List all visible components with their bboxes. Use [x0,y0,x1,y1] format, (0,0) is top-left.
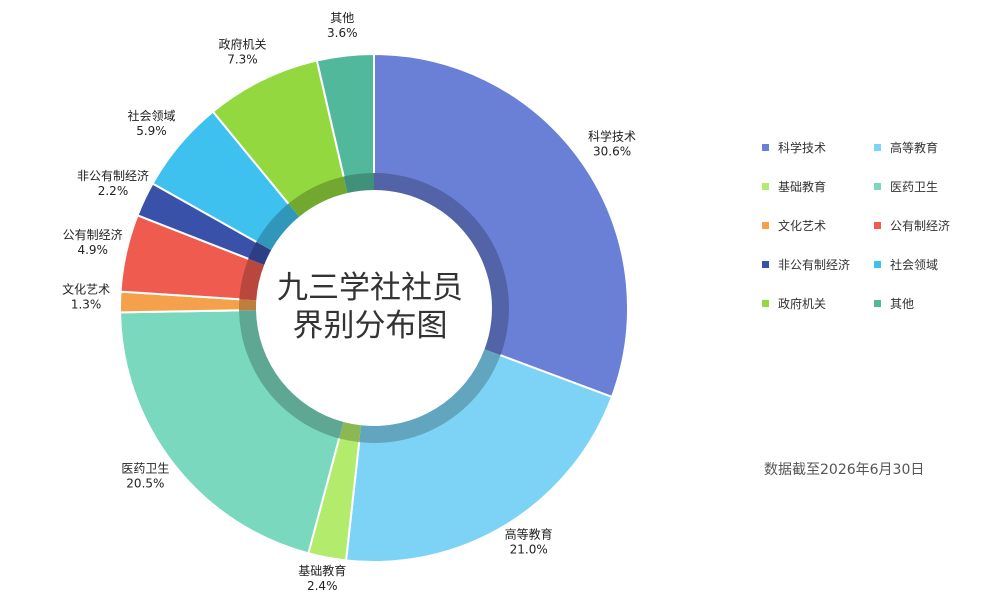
legend-swatch-7 [874,261,881,268]
chart-legend: 科学技术 高等教育基础教育 医药卫生文化艺术 公有制经济非公有制经济 社会领域政府机关 其… [762,138,986,313]
legend-swatch-2 [762,183,769,190]
slice-label-9: 其他 3.6% [327,11,358,40]
pie-slice-9 [315,52,375,195]
slice-label-2: 基础教育 2.4% [298,563,346,593]
legend-item-3[interactable]: 医药卫生 [874,177,986,196]
slice-label-4: 文化艺术 1.3% [62,281,110,311]
slice-label-value-0: 30.6% [593,144,631,158]
legend-item-0[interactable]: 科学技术 [762,138,874,157]
inner-ring-segment-9 [343,173,374,194]
slice-label-name-0: 科学技术 [588,128,636,143]
slice-label-name-9: 其他 [330,11,354,25]
slice-label-name-5: 公有制经济 [63,227,123,242]
legend-label-5: 公有制经济 [890,219,951,233]
pie-slice-0 [373,52,629,399]
slice-label-name-8: 政府机关 [218,37,266,52]
slice-label-value-1: 21.0% [510,542,548,556]
legend-item-7[interactable]: 社会领域 [874,255,986,274]
chart-title: 九三学社社员 界别分布图 [270,269,470,345]
legend-swatch-1 [874,144,881,151]
legend-label-7: 社会领域 [890,258,939,272]
legend-label-6: 非公有制经济 [778,258,851,272]
legend-swatch-3 [874,183,881,190]
chart-title-line-1: 九三学社社员 [277,270,463,306]
slice-label-value-7: 5.9% [136,124,167,138]
legend-item-9[interactable]: 其他 [874,294,986,313]
slice-label-value-3: 20.5% [126,476,164,490]
pie-slice-3 [119,309,345,555]
pie-slice-1 [344,348,614,563]
slice-label-name-7: 社会领域 [127,108,175,123]
legend-label-0: 科学技术 [778,141,827,155]
slice-label-0: 科学技术 30.6% [588,128,636,158]
inner-ring-segment-0 [374,173,510,356]
slice-label-name-3: 医药卫生 [121,461,169,475]
inner-ring-segment-1 [359,349,501,444]
slice-label-6: 非公有制经济 2.2% [77,168,149,198]
legend-item-5[interactable]: 公有制经济 [874,216,986,235]
legend-item-1[interactable]: 高等教育 [874,138,986,157]
legend-swatch-8 [762,300,769,307]
slice-label-name-6: 非公有制经济 [77,168,149,183]
slice-label-value-4: 1.3% [71,297,102,311]
slice-label-3: 医药卫生 20.5% [121,461,169,490]
legend-item-6[interactable]: 非公有制经济 [762,255,874,274]
inner-ring-segment-8 [288,176,348,217]
legend-item-8[interactable]: 政府机关 [762,294,874,313]
slice-label-5: 公有制经济 4.9% [63,227,123,257]
legend-swatch-5 [874,222,881,229]
legend-item-2[interactable]: 基础教育 [762,177,874,196]
slice-label-value-6: 2.2% [98,184,129,198]
inner-ring-segment-2 [339,421,362,443]
slice-label-name-1: 高等教育 [505,526,553,541]
legend-swatch-6 [762,261,769,268]
chart-title-line-2: 界别分布图 [292,308,448,344]
legend-label-1: 高等教育 [890,141,939,155]
legend-label-9: 其他 [890,297,915,311]
legend-swatch-4 [762,222,769,229]
slice-label-name-2: 基础教育 [298,563,346,578]
legend-label-3: 医药卫生 [890,180,939,194]
legend-label-8: 政府机关 [778,297,827,311]
legend-label-4: 文化艺术 [778,219,827,233]
inner-ring-segment-6 [248,241,272,265]
data-date-note: 数据截至2026年6月30日 [764,462,925,478]
slice-label-name-4: 文化艺术 [62,281,110,296]
slice-label-7: 社会领域 5.9% [127,108,175,138]
slice-label-1: 高等教育 21.0% [505,526,553,556]
slice-label-value-2: 2.4% [307,579,338,593]
slice-label-value-8: 7.3% [227,53,258,67]
slice-label-value-5: 4.9% [77,243,108,257]
inner-ring-segment-7 [256,203,300,251]
legend-swatch-0 [762,144,769,151]
legend-swatch-9 [874,300,881,307]
inner-ring-segment-4 [239,299,257,311]
slice-label-value-9: 3.6% [327,26,358,40]
legend-label-2: 基础教育 [778,180,827,194]
legend-item-4[interactable]: 文化艺术 [762,216,874,235]
slice-label-8: 政府机关 7.3% [218,37,266,67]
inner-ring-segment-5 [239,258,265,301]
inner-ring-segment-3 [239,310,344,439]
